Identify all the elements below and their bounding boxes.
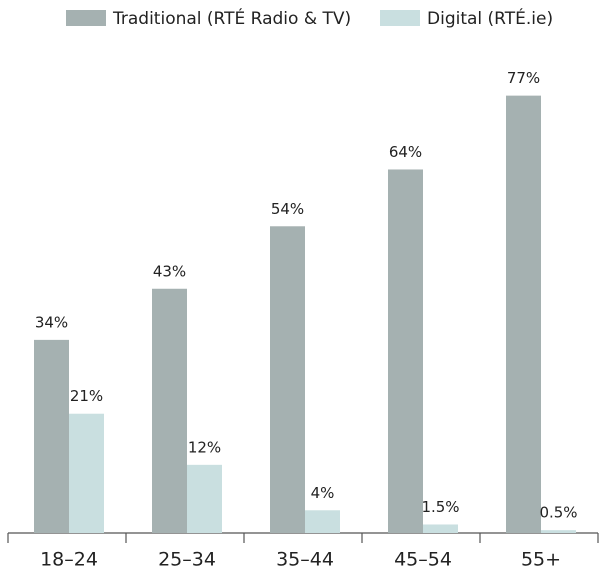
value-label: 4%: [311, 484, 335, 502]
legend-swatch: [380, 10, 420, 26]
legend-swatch: [66, 10, 106, 26]
x-tick-label: 25–34: [158, 549, 216, 571]
value-label: 54%: [271, 200, 304, 218]
bar: [305, 510, 340, 533]
x-tick-label: 55+: [521, 549, 561, 571]
value-label: 21%: [70, 387, 103, 405]
legend-label: Digital (RTÉ.ie): [427, 7, 553, 29]
bar: [187, 464, 222, 533]
legend-label: Traditional (RTÉ Radio & TV): [112, 7, 351, 29]
bar: [34, 339, 69, 533]
value-label: 34%: [35, 313, 68, 331]
value-label: 43%: [153, 262, 186, 280]
bar: [388, 169, 423, 534]
value-label: 12%: [188, 438, 221, 456]
value-label: 64%: [389, 143, 422, 161]
bar: [152, 288, 187, 533]
value-label: 0.5%: [539, 504, 577, 522]
x-tick-label: 35–44: [276, 549, 334, 571]
bar: [270, 226, 305, 533]
bar: [423, 524, 458, 533]
bar: [506, 95, 541, 533]
x-tick-label: 45–54: [394, 549, 452, 571]
value-label: 77%: [507, 69, 540, 87]
bar: [541, 530, 576, 533]
x-tick-label: 18–24: [40, 549, 98, 571]
value-label: 1.5%: [421, 498, 459, 516]
bar: [69, 413, 104, 533]
